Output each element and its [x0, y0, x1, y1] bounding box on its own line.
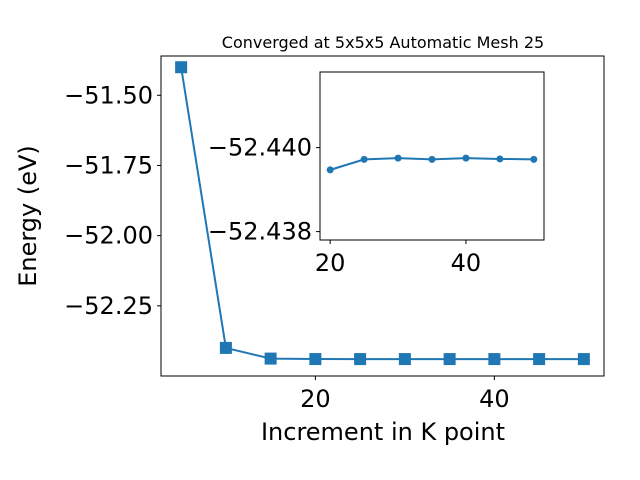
main-plot-series-line	[180, 67, 584, 361]
main-plot-y-tick-label: −51.75	[64, 151, 153, 179]
main-plot-data-point	[488, 353, 501, 366]
main-plot-data-point	[175, 61, 188, 74]
main-plot-frame	[160, 55, 605, 377]
inset-plot-data-point	[496, 155, 504, 163]
main-plot-data-point	[264, 352, 277, 365]
inset-plot-data-point	[428, 155, 436, 163]
inset-plot-y-tick-label: −52.438	[208, 218, 312, 246]
inset-plot-x-tick-label: 40	[451, 249, 482, 277]
main-plot-data-point	[443, 353, 456, 366]
main-plot-data-point	[577, 353, 590, 366]
inset-plot-data-point	[530, 155, 538, 163]
chart-title: Converged at 5x5x5 Automatic Mesh 25	[222, 33, 544, 52]
inset-plot-area: 20 40 −52.440 −52.438	[208, 71, 545, 277]
main-plot-y-tick-label: −52.00	[64, 222, 153, 250]
x-axis-label: Increment in K point	[261, 418, 505, 446]
inset-plot-y-tick-label: −52.440	[208, 134, 312, 162]
inset-plot-frame	[319, 71, 545, 241]
main-plot-data-point	[219, 341, 232, 354]
main-plot-data-point	[533, 353, 546, 366]
inset-plot-data-point	[360, 155, 368, 163]
main-plot-data-point	[398, 353, 411, 366]
y-axis-label: Energy (eV)	[14, 145, 42, 287]
inset-plot-data-point	[462, 154, 470, 162]
inset-plot-x-tick-label: 20	[315, 249, 346, 277]
main-plot-y-tick-label: −51.50	[64, 81, 153, 109]
main-plot-x-tick-label: 20	[300, 385, 331, 413]
main-plot-data-point	[354, 353, 367, 366]
main-plot-area: 20 40 −51.50 −51.75 −52.00 −52.25	[64, 55, 605, 413]
main-plot-data-point	[309, 353, 322, 366]
inset-plot-data-point	[326, 166, 334, 174]
main-plot-y-tick-label: −52.25	[64, 292, 153, 320]
inset-plot-data-point	[394, 154, 402, 162]
main-plot-x-tick-label: 40	[479, 385, 510, 413]
